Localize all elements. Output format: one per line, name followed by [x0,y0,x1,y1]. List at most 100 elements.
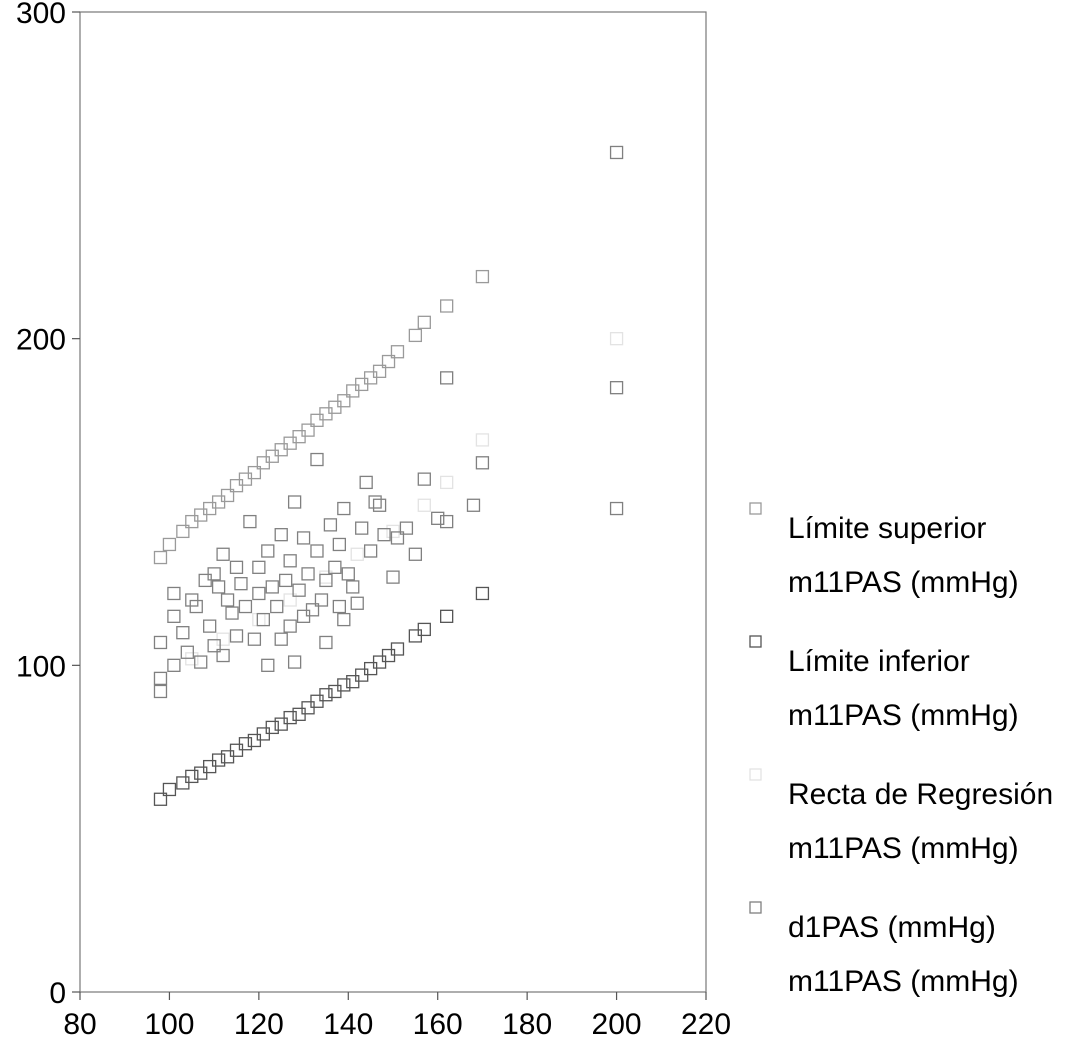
axis-ticks: 80 100 120 140 160 180 200 220 0 100 200 300 [16,0,731,1041]
data-point-series-3 [417,498,431,512]
data-point-series-4 [386,570,400,584]
data-point-series-1 [417,315,431,329]
data-point-series-3 [609,332,624,346]
data-point-series-2 [238,737,253,751]
x-tick-label: 200 [592,1008,642,1041]
data-point-series-4 [153,684,168,699]
data-point-series-4 [229,560,244,574]
x-tick-label: 220 [681,1008,731,1041]
data-point-series-4 [372,498,387,512]
data-point-series-4 [207,639,221,653]
y-tick-label: 100 [16,650,66,683]
data-point-series-3 [283,593,297,607]
data-point-series-4 [247,632,262,646]
data-point-series-4 [207,567,221,581]
x-tick-label: 180 [502,1008,552,1041]
data-point-series-3 [153,671,168,686]
data-point-series-2 [211,753,226,767]
legend-label-2: Límite inferior [788,645,970,678]
data-point-series-3 [440,475,454,490]
legend-label-1: Límite superior [788,512,986,545]
data-point-series-4 [243,514,257,529]
data-point-series-4 [252,560,266,574]
data-point-series-4 [431,511,445,525]
data-point-series-2 [162,782,177,797]
y-tick-label: 300 [16,0,66,30]
x-tick-label: 160 [413,1008,463,1041]
data-point-series-3 [252,612,266,627]
data-point-series-1 [475,269,490,284]
data-point-series-4 [301,567,315,581]
data-point-series-4 [475,456,490,470]
data-point-series-4 [265,580,279,594]
data-point-series-4 [328,560,342,574]
data-point-series-2 [417,622,431,637]
data-point-series-4 [390,531,405,545]
data-point-series-4 [238,599,253,614]
legend-marker-1 [749,502,762,515]
data-point-series-1 [153,550,168,565]
data-point-series-4 [261,658,275,672]
legend-label-4: d1PAS (mmHg) [788,911,996,944]
data-point-series-4 [153,671,168,686]
data-point-series-4 [216,648,230,663]
data-point-series-4 [287,495,302,509]
legend-label-2: m11PAS (mmHg) [788,699,1019,732]
x-tick-label: 100 [144,1008,194,1041]
data-point-series-2 [440,609,454,623]
legend-label-3: Recta de Regresión [788,778,1053,811]
legend-marker-3 [749,768,762,781]
data-point-series-4 [180,645,194,659]
plot-frame [79,11,707,993]
data-point-series-4 [167,658,181,672]
data-point-series-4 [377,528,391,542]
data-point-series-4 [274,528,288,542]
data-point-series-4 [368,495,382,509]
data-point-series-4 [167,586,181,601]
data-point-series-4 [189,599,203,614]
data-point-series-1 [220,488,235,503]
data-point-series-4 [355,521,369,535]
legend: Límite superior m11PAS (mmHg) Límite infer… [749,502,1053,998]
data-point-series-4 [229,629,244,643]
data-point-series-4 [287,655,302,669]
data-point-series-4 [337,501,351,516]
data-point-series-4 [350,596,364,610]
data-point-series-2 [283,710,297,725]
data-point-series-1 [301,423,315,437]
data-point-series-1 [390,345,405,359]
x-tick-label: 80 [63,1008,96,1041]
x-tick-label: 140 [323,1008,373,1041]
data-point-series-4 [440,514,454,529]
data-point-series-4 [274,632,288,646]
data-point-series-4 [332,537,346,552]
data-point-series-1 [372,364,387,378]
y-tick-label: 200 [16,324,66,357]
data-point-series-1 [247,465,262,480]
data-point-series-1 [440,299,454,313]
data-point-series-3 [350,547,364,561]
data-point-series-4 [408,547,423,561]
data-point-series-4 [252,586,266,601]
legend-marker-4 [749,901,762,914]
legend-label-4: m11PAS (mmHg) [788,965,1019,998]
data-point-series-4 [256,612,270,627]
data-point-series-4 [310,544,324,558]
data-point-series-4 [270,599,284,614]
data-point-series-4 [305,603,320,617]
data-points [153,145,624,806]
data-point-series-4 [363,544,378,558]
data-point-series-4 [283,619,297,633]
data-point-series-4 [346,580,360,594]
data-point-series-4 [176,626,190,640]
data-point-series-1 [176,524,190,539]
data-point-series-4 [279,573,293,588]
data-point-series-4 [283,554,297,568]
data-point-series-4 [261,544,275,558]
data-point-series-2 [337,678,351,692]
data-point-series-1 [337,394,351,408]
data-point-series-4 [323,518,338,532]
data-point-series-4 [153,635,168,650]
data-point-series-2 [153,792,168,806]
